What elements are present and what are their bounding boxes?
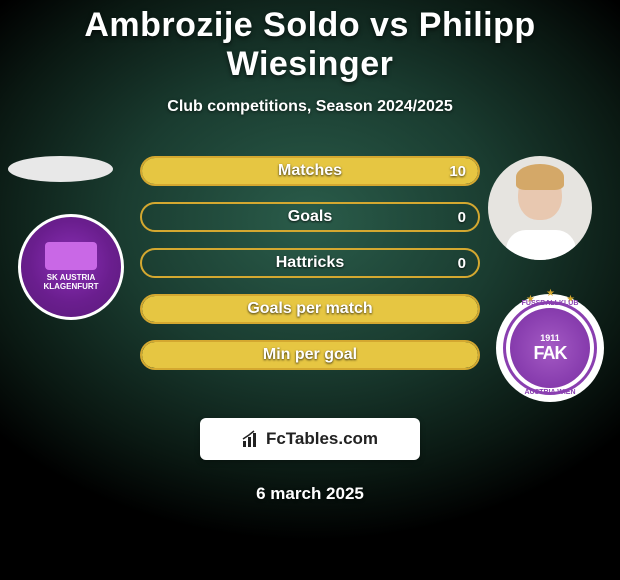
stat-bar: Hattricks 0 — [140, 248, 480, 278]
player2-club-year: 1911 — [540, 333, 560, 343]
player2-photo — [488, 156, 592, 260]
stat-bars: Matches 10 Goals 0 Hattricks 0 Goals per match… — [140, 156, 480, 386]
stat-bar: Min per goal — [140, 340, 480, 370]
stat-value-right: 10 — [449, 163, 466, 180]
brand-badge: FcTables.com — [200, 418, 420, 460]
stat-label: Goals per match — [247, 300, 372, 318]
stat-label: Matches — [278, 162, 342, 180]
player1-photo — [8, 156, 113, 182]
player1-club-text: SK AUSTRIA KLAGENFURT — [21, 274, 121, 292]
stat-bar: Goals per match — [140, 294, 480, 324]
date-label: 6 march 2025 — [0, 484, 620, 504]
stat-bar: Matches 10 — [140, 156, 480, 186]
stat-label: Goals — [288, 208, 332, 226]
comparison-body: SK AUSTRIA KLAGENFURT ★ ★ ★ FUSSBALLKLUB… — [0, 156, 620, 406]
player1-club-badge: SK AUSTRIA KLAGENFURT — [18, 214, 124, 320]
player2-club-abbr: FAK — [534, 343, 567, 364]
stat-value-right: 0 — [458, 255, 466, 272]
stat-label: Hattricks — [276, 254, 344, 272]
stat-value-right: 0 — [458, 209, 466, 226]
page-title: Ambrozije Soldo vs Philipp Wiesinger — [0, 6, 620, 84]
brand-text: FcTables.com — [266, 429, 378, 449]
player2-club-text-bottom: AUSTRIA WIEN — [524, 389, 575, 396]
stat-bar: Goals 0 — [140, 202, 480, 232]
subtitle: Club competitions, Season 2024/2025 — [0, 98, 620, 116]
player1-club-logo — [45, 242, 97, 270]
stat-label: Min per goal — [263, 346, 357, 364]
player2-club-text-top: FUSSBALLKLUB — [522, 300, 579, 307]
chart-icon — [242, 430, 260, 448]
star-icon: ★ — [546, 288, 554, 296]
comparison-card: Ambrozije Soldo vs Philipp Wiesinger Clu… — [0, 0, 620, 504]
player2-club-badge: ★ ★ ★ FUSSBALLKLUB 1911 FAK AUSTRIA WIEN — [496, 294, 604, 402]
